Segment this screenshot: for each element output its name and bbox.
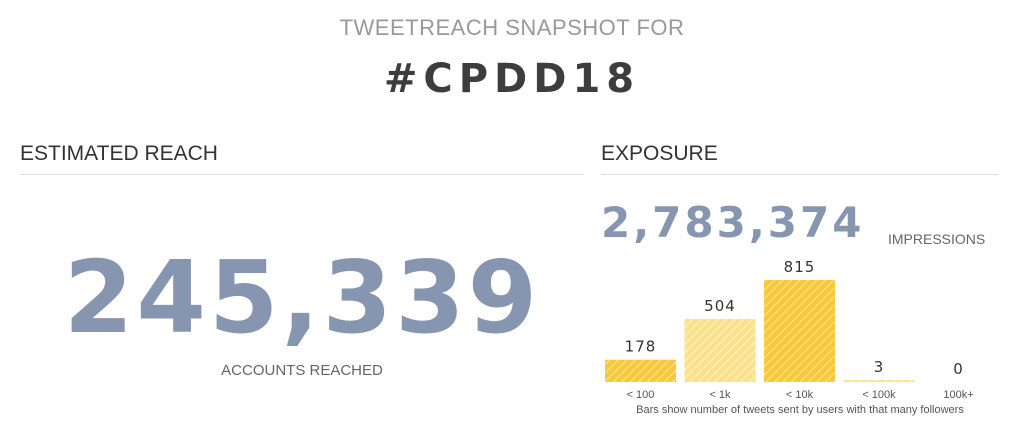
bar-value-label-2: 815 <box>784 258 816 276</box>
exposure-divider <box>601 174 998 175</box>
estimated-reach-title: ESTIMATED REACH <box>20 142 218 165</box>
reach-label: ACCOUNTS REACHED <box>221 362 383 379</box>
exposure-title: EXPOSURE <box>601 142 718 165</box>
followers-bar-chart: 178 < 100 504 < 1k 815 < 10k 3 < 100k 0 100k+ <box>605 258 974 401</box>
category-label-3: < 100k <box>862 389 896 401</box>
hashtag-title: #CPDD18 <box>383 56 641 102</box>
chart-note: Bars show number of tweets sent by users… <box>636 404 964 416</box>
bar-value-label-3: 3 <box>874 358 885 376</box>
bar-3 <box>843 380 915 382</box>
bar-value-label-1: 504 <box>704 297 736 315</box>
bar-value-label-0: 178 <box>625 338 657 356</box>
impressions-label: IMPRESSIONS <box>888 231 986 247</box>
category-label-2: < 10k <box>786 389 814 401</box>
category-label-4: 100k+ <box>943 389 973 401</box>
reach-number: 245,339 <box>63 239 541 356</box>
bar-0 <box>605 359 676 382</box>
bar-1 <box>684 318 756 382</box>
impressions-number: 2,783,374 <box>601 198 865 247</box>
category-label-0: < 100 <box>627 389 655 401</box>
bar-2 <box>764 280 835 382</box>
estimated-reach-divider <box>20 174 584 175</box>
bar-value-label-4: 0 <box>953 360 964 378</box>
category-label-1: < 1k <box>709 389 731 401</box>
snapshot-label: TWEETREACH SNAPSHOT FOR <box>339 15 685 40</box>
